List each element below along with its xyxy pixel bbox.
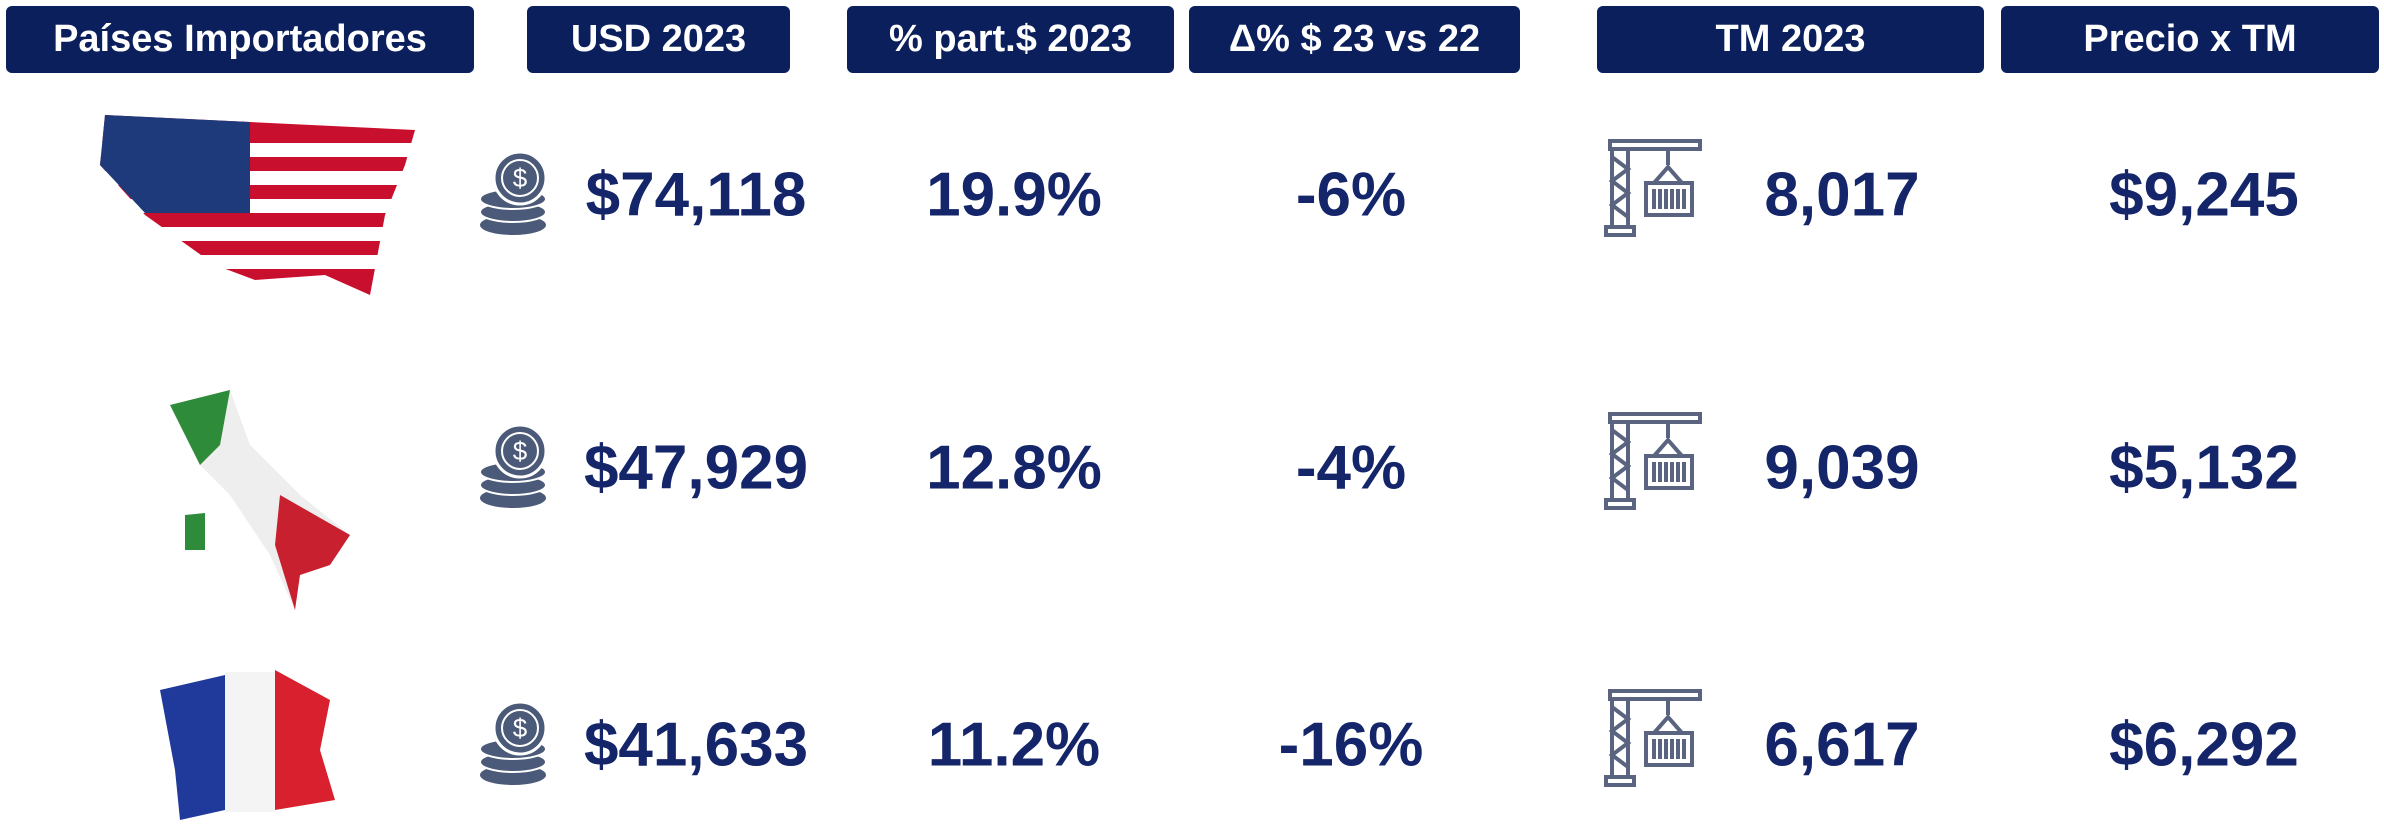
header: TM 2023 [1597, 6, 1984, 73]
coin-icon: $ [479, 423, 548, 508]
cell-value: 9,039 [1764, 433, 1920, 503]
cell-value: -6% [1295, 160, 1407, 230]
svg-text:$: $ [513, 713, 528, 743]
header: Δ% $ 23 vs 22 [1189, 6, 1520, 73]
header: USD 2023 [527, 6, 790, 73]
usa-flag [95, 115, 425, 295]
cell-value: $41,633 [583, 710, 809, 780]
cell-value: 12.8% [926, 433, 1102, 503]
cell-value: $74,118 [585, 160, 807, 230]
cell-value: $9,245 [2109, 160, 2299, 230]
italy-flag [170, 390, 350, 610]
france-flag [160, 670, 335, 820]
header: % part.$ 2023 [847, 6, 1174, 73]
cell-value: $5,132 [2109, 433, 2299, 503]
crane-icon [1604, 689, 1702, 787]
cell-value: -16% [1278, 710, 1424, 780]
cell-value: 19.9% [926, 160, 1102, 230]
crane-icon [1604, 139, 1702, 237]
svg-text:$: $ [513, 436, 528, 466]
cell-value: 8,017 [1764, 160, 1920, 230]
crane-icon [1604, 412, 1702, 510]
coin-icon: $ [479, 150, 548, 235]
cell-value: -4% [1295, 433, 1407, 503]
svg-text:$: $ [513, 163, 528, 193]
cell-value: $47,929 [583, 433, 809, 503]
header: Precio x TM [2001, 6, 2379, 73]
coin-icon: $ [479, 700, 548, 785]
cell-value: $6,292 [2109, 710, 2299, 780]
cell-value: 11.2% [927, 710, 1101, 780]
cell-value: 6,617 [1764, 710, 1920, 780]
header: Países Importadores [6, 6, 474, 73]
